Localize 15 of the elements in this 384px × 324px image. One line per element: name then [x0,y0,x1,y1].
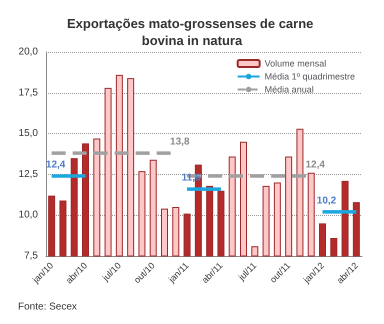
y-tick-label: 7,5 [24,250,38,262]
legend-label: Média 1º quadrimestre [264,72,356,82]
y-tick-label: 20,0 [18,46,38,58]
chart-title: Exportações mato-grossenses de carne bovina in natura [67,16,317,48]
y-tick-label: 12,5 [18,168,38,180]
y-tick-label: 10,0 [18,210,38,221]
data-label: 12,4 [305,160,326,171]
data-label: 11,6 [182,172,201,184]
data-label: 13,8 [170,136,190,148]
y-tick-label: 17,5 [18,87,38,98]
data-label: 10,2 [316,195,337,206]
legend-label: Volume mensal [264,58,326,68]
source-note: Fonte: Secex [18,302,77,312]
y-tick-label: 15,0 [18,128,38,140]
legend-label: Média anual [264,84,314,94]
